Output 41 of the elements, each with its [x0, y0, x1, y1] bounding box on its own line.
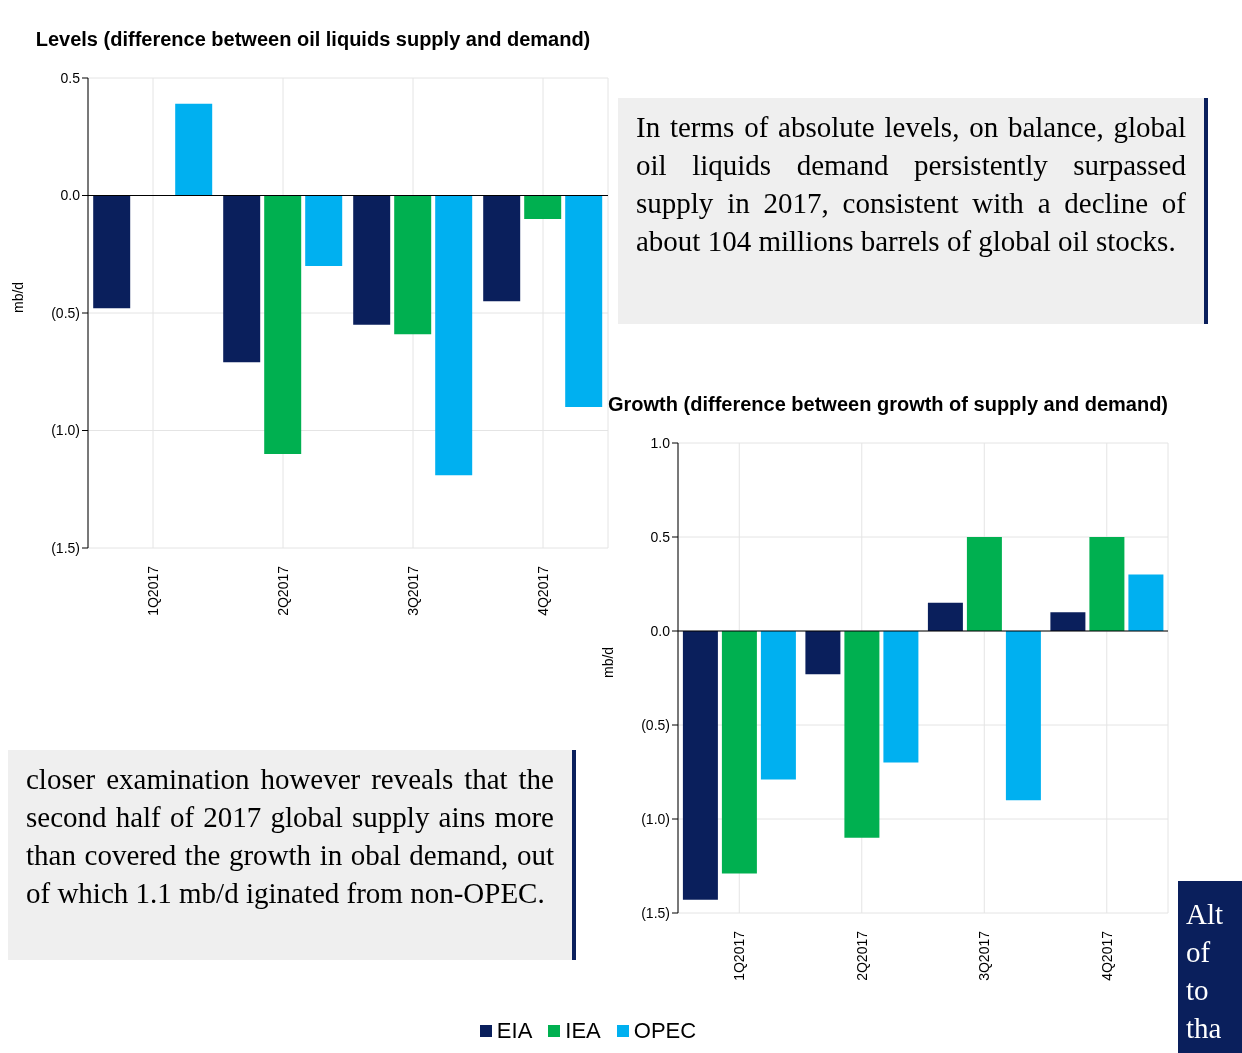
y-tick-label: (1.5) — [641, 904, 670, 921]
x-tick-label: 2Q2017 — [275, 565, 291, 616]
y-tick-label: (0.5) — [51, 304, 80, 321]
bar — [760, 631, 796, 780]
x-tick-label: 1Q2017 — [731, 930, 748, 981]
y-axis-title: mb/d — [9, 281, 26, 313]
bar — [682, 631, 718, 900]
bar — [927, 602, 963, 631]
legend-label: IEA — [564, 1017, 601, 1045]
text: closer examination however reveals that the second half of 2017 global supply ains more than covered the growth in obal demand, out of which 1.1 mb/d iginated from non-OPEC. — [8, 750, 576, 960]
bar — [805, 631, 841, 675]
y-tick-label: (1.0) — [51, 422, 80, 439]
x-tick-label: 3Q2017 — [976, 930, 993, 981]
bar — [1128, 574, 1164, 631]
text: Alt of to tha — [1178, 881, 1242, 1053]
y-tick-label: (1.0) — [641, 810, 670, 827]
y-tick-label: (0.5) — [641, 716, 670, 733]
bar — [1005, 631, 1041, 801]
bar — [966, 537, 1002, 631]
bar — [844, 631, 880, 838]
legend-label: OPEC — [632, 1017, 697, 1045]
y-axis-title: mb/d — [599, 646, 616, 678]
x-tick-label: 4Q2017 — [1098, 930, 1115, 981]
bar — [1089, 537, 1125, 631]
y-tick-label: 0.5 — [650, 528, 671, 545]
y-tick-label: 0.5 — [60, 69, 81, 86]
y-tick-label: 0.0 — [60, 187, 81, 204]
x-tick-label: 4Q2017 — [535, 565, 551, 616]
x-tick-label: 3Q2017 — [405, 565, 421, 616]
chart-title: Levels (difference between oil liquids supply and demand) — [34, 28, 592, 52]
bar — [883, 631, 919, 763]
x-tick-label: 1Q2017 — [145, 565, 161, 616]
y-tick-label: 1.0 — [650, 434, 671, 451]
legend-label: EIA — [495, 1017, 533, 1045]
chart-title: Growth (difference between growth of supply and demand) — [607, 393, 1169, 417]
bar — [1050, 612, 1086, 631]
y-tick-label: 0.0 — [650, 622, 671, 639]
bar — [721, 631, 757, 874]
y-tick-label: (1.5) — [51, 539, 80, 556]
x-tick-label: 2Q2017 — [853, 930, 870, 981]
text: In terms of absolute levels, on balance, global oil liquids demand persistently surpassed supply in 2017, consistent with a decline of about 104 millions barrels of global oil stocks. — [618, 98, 1208, 324]
